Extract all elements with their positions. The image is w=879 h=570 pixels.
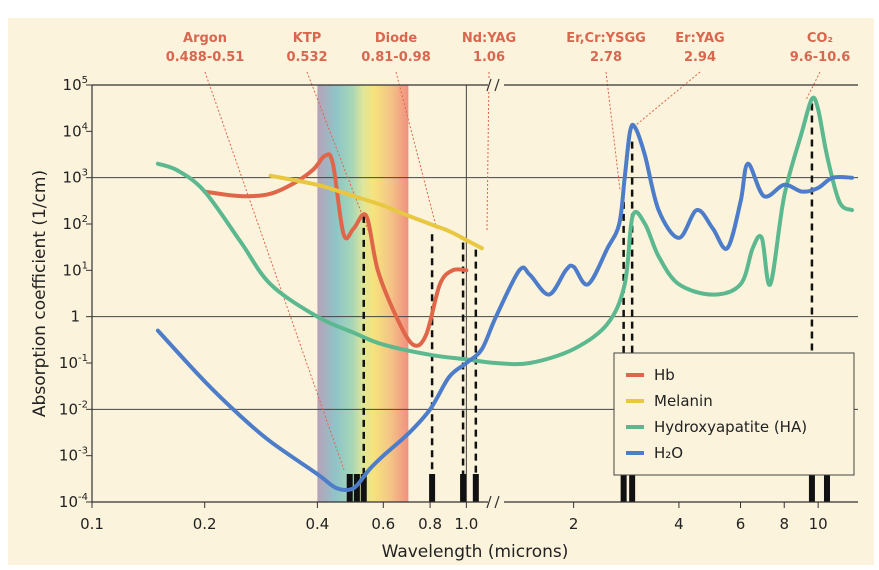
legend-label-2: Hydroxyapatite (HA) (654, 418, 807, 436)
laser-marker-5-0 (629, 474, 636, 502)
laser-name-6: CO₂ (807, 31, 833, 46)
laser-name-2: Diode (375, 31, 417, 46)
x-tick-label-1: 0.2 (193, 515, 217, 533)
x-tick-label-10: 10 (809, 515, 828, 533)
y-tick-label-9: 10-4 (59, 492, 88, 511)
laser-range-2: 0.81-0.98 (361, 50, 431, 65)
x-tick-label-0: 0.1 (80, 515, 104, 533)
laser-range-4: 2.78 (590, 50, 622, 65)
laser-leader-6 (805, 71, 821, 101)
laser-name-5: Er:YAG (675, 31, 724, 46)
legend-label-0: Hb (654, 366, 675, 384)
laser-name-1: KTP (293, 31, 321, 46)
axis-break-gap-0 (488, 495, 504, 509)
y-tick-label-6: 10-1 (59, 353, 88, 372)
laser-marker-3-0 (472, 474, 479, 502)
laser-marker-1-0 (360, 474, 367, 502)
laser-name-4: Er,Cr:YSGG (566, 31, 646, 46)
legend-label-1: Melanin (654, 392, 713, 410)
laser-leader-2 (395, 71, 438, 231)
y-tick-label-1: 104 (63, 121, 88, 140)
series-line-3 (155, 122, 854, 493)
laser-range-5: 2.94 (684, 50, 716, 65)
x-tick-label-8: 6 (736, 515, 746, 533)
laser-marker-2-0 (429, 474, 436, 502)
axis-break-mark-0 (486, 495, 500, 509)
x-tick-label-6: 2 (569, 515, 579, 533)
x-tick-label-7: 4 (674, 515, 684, 533)
y-tick-label-0: 105 (63, 75, 88, 94)
laser-range-3: 1.06 (473, 50, 505, 65)
laser-range-6: 9.6-10.6 (790, 50, 851, 65)
legend-label-3: H₂O (654, 444, 683, 462)
y-tick-label-3: 102 (63, 214, 88, 233)
x-tick-label-3: 0.6 (371, 515, 395, 533)
y-tick-label-8: 10-3 (59, 446, 88, 465)
y-tick-label-2: 103 (63, 168, 88, 187)
axis-break-mark-1 (486, 78, 500, 92)
axis-break-gap-1 (488, 78, 504, 92)
y-axis-title: Absorption coefficient (1/cm) (30, 170, 50, 417)
x-tick-label-9: 8 (779, 515, 789, 533)
laser-marker-4-0 (620, 474, 627, 502)
x-tick-label-4: 0.8 (418, 515, 442, 533)
x-tick-label-5: 1.0 (454, 515, 478, 533)
laser-marker-6-0 (808, 474, 815, 502)
laser-marker-2-1 (460, 474, 467, 502)
y-tick-label-4: 101 (63, 260, 88, 279)
laser-leader-5 (629, 71, 701, 131)
laser-marker-6-1 (823, 474, 830, 502)
laser-name-3: Nd:YAG (462, 31, 516, 46)
x-axis-title: Wavelength (microns) (382, 542, 569, 562)
laser-name-0: Argon (183, 31, 227, 46)
legend-box (613, 352, 855, 476)
laser-leader-1 (306, 71, 369, 231)
series-line-0 (202, 152, 469, 348)
series-line-1 (268, 173, 484, 251)
chart-background (8, 18, 874, 565)
x-tick-label-2: 0.4 (305, 515, 329, 533)
y-tick-label-5: 1 (70, 308, 80, 326)
laser-range-0: 0.488-0.51 (166, 50, 245, 65)
laser-range-1: 0.532 (286, 50, 327, 65)
y-tick-label-7: 10-2 (59, 399, 88, 418)
series-line-2 (155, 95, 854, 367)
